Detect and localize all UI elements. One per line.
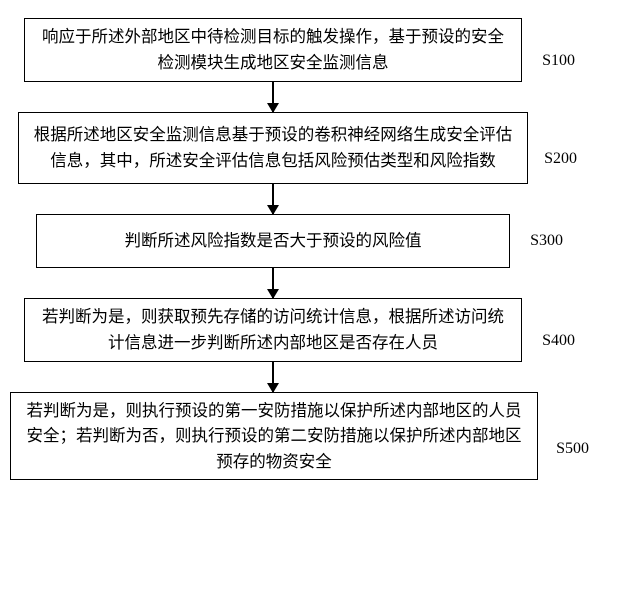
arrow-s400-s500 bbox=[0, 362, 635, 392]
arrow-s300-s400 bbox=[0, 268, 635, 298]
step-label-s100: S100 bbox=[542, 52, 575, 70]
flowchart-container: 响应于所述外部地区中待检测目标的触发操作，基于预设的安全检测模块生成地区安全监测… bbox=[0, 0, 635, 596]
step-text: 判断所述风险指数是否大于预设的风险值 bbox=[125, 228, 422, 254]
box-s300: 判断所述风险指数是否大于预设的风险值 bbox=[36, 214, 510, 268]
arrow-s200-s300 bbox=[0, 184, 635, 214]
box-s400: 若判断为是，则获取预先存储的访问统计信息，根据所述访问统计信息进一步判断所述内部… bbox=[24, 298, 522, 362]
step-text: 根据所述地区安全监测信息基于预设的卷积神经网络生成安全评估信息，其中，所述安全评… bbox=[33, 122, 513, 173]
step-label-s200: S200 bbox=[544, 150, 577, 168]
step-text: 若判断为是，则执行预设的第一安防措施以保护所述内部地区的人员安全；若判断为否，则… bbox=[25, 398, 523, 475]
step-label-s500: S500 bbox=[556, 440, 589, 458]
arrow-line bbox=[272, 184, 274, 214]
step-text: 若判断为是，则获取预先存储的访问统计信息，根据所述访问统计信息进一步判断所述内部… bbox=[39, 304, 507, 355]
arrow-s100-s200 bbox=[0, 82, 635, 112]
arrow-line bbox=[272, 362, 274, 392]
step-s100: 响应于所述外部地区中待检测目标的触发操作，基于预设的安全检测模块生成地区安全监测… bbox=[0, 18, 635, 82]
box-s500: 若判断为是，则执行预设的第一安防措施以保护所述内部地区的人员安全；若判断为否，则… bbox=[10, 392, 538, 480]
arrow-line bbox=[272, 82, 274, 112]
box-s100: 响应于所述外部地区中待检测目标的触发操作，基于预设的安全检测模块生成地区安全监测… bbox=[24, 18, 522, 82]
step-s400: 若判断为是，则获取预先存储的访问统计信息，根据所述访问统计信息进一步判断所述内部… bbox=[0, 298, 635, 362]
arrow-line bbox=[272, 268, 274, 298]
step-label-s300: S300 bbox=[530, 232, 563, 250]
box-s200: 根据所述地区安全监测信息基于预设的卷积神经网络生成安全评估信息，其中，所述安全评… bbox=[18, 112, 528, 184]
step-s300: 判断所述风险指数是否大于预设的风险值 S300 bbox=[0, 214, 635, 268]
step-label-s400: S400 bbox=[542, 332, 575, 350]
step-s500: 若判断为是，则执行预设的第一安防措施以保护所述内部地区的人员安全；若判断为否，则… bbox=[0, 392, 635, 480]
step-text: 响应于所述外部地区中待检测目标的触发操作，基于预设的安全检测模块生成地区安全监测… bbox=[39, 24, 507, 75]
step-s200: 根据所述地区安全监测信息基于预设的卷积神经网络生成安全评估信息，其中，所述安全评… bbox=[0, 112, 635, 184]
